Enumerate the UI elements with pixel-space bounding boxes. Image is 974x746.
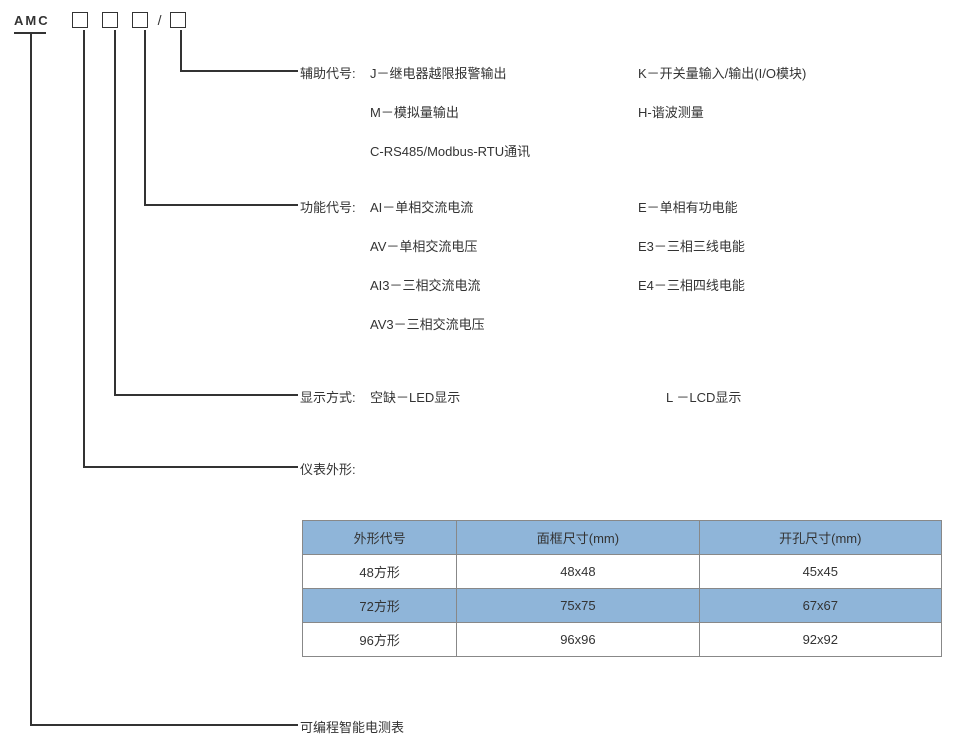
display-opt2: L －LCD显示 <box>666 387 741 406</box>
table-cell: 48x48 <box>457 555 699 589</box>
product-label: 可编程智能电测表 <box>300 717 404 736</box>
func-opt: AI－单相交流电流 <box>370 197 485 216</box>
line-aux-h <box>180 70 298 72</box>
aux-label: 辅助代号: <box>300 63 356 82</box>
aux-opt: M－模拟量输出 <box>370 102 530 121</box>
table-cell: 96方形 <box>303 623 457 657</box>
func-opt: AV－单相交流电压 <box>370 236 485 255</box>
size-table: 外形代号 面框尺寸(mm) 开孔尺寸(mm) 48方形 48x48 45x45 … <box>302 520 942 657</box>
display-opt1: 空缺－LED显示 <box>370 387 460 406</box>
line-product-h <box>30 724 298 726</box>
table-header-row: 外形代号 面框尺寸(mm) 开孔尺寸(mm) <box>303 521 942 555</box>
func-label: 功能代号: <box>300 197 356 216</box>
func-opt: E－单相有功电能 <box>638 197 745 216</box>
line-display-h <box>114 394 298 396</box>
line-shape-h <box>83 466 298 468</box>
func-opt: AI3－三相交流电流 <box>370 275 485 294</box>
table-header: 开孔尺寸(mm) <box>699 521 941 555</box>
aux-opt: K－开关量输入/输出(I/O模块) <box>638 63 806 82</box>
func-col1: AI－单相交流电流 AV－单相交流电压 AI3－三相交流电流 AV3－三相交流电… <box>370 197 485 353</box>
aux-opt: C-RS485/Modbus-RTU通讯 <box>370 141 530 160</box>
line-aux-v <box>180 30 182 70</box>
code-box-2 <box>102 12 118 28</box>
table-cell: 67x67 <box>699 589 941 623</box>
shape-label: 仪表外形: <box>300 459 356 478</box>
line-func-v <box>144 30 146 204</box>
table-row: 96方形 96x96 92x92 <box>303 623 942 657</box>
table-cell: 48方形 <box>303 555 457 589</box>
func-col2: E－单相有功电能 E3－三相三线电能 E4－三相四线电能 <box>638 197 745 314</box>
line-shape-v <box>83 30 85 466</box>
line-display-v <box>114 30 116 394</box>
table-cell: 75x75 <box>457 589 699 623</box>
func-opt: E3－三相三线电能 <box>638 236 745 255</box>
aux-opt: H-谐波测量 <box>638 102 806 121</box>
func-opt: E4－三相四线电能 <box>638 275 745 294</box>
code-box-3 <box>132 12 148 28</box>
code-box-4 <box>170 12 186 28</box>
aux-col2: K－开关量输入/输出(I/O模块) H-谐波测量 <box>638 63 806 141</box>
code-box-1 <box>72 12 88 28</box>
table-row: 48方形 48x48 45x45 <box>303 555 942 589</box>
code-prefix: AMC <box>14 13 58 28</box>
table-row: 72方形 75x75 67x67 <box>303 589 942 623</box>
code-separator: / <box>158 12 162 28</box>
table-cell: 96x96 <box>457 623 699 657</box>
table-cell: 72方形 <box>303 589 457 623</box>
table-header: 外形代号 <box>303 521 457 555</box>
table-cell: 45x45 <box>699 555 941 589</box>
aux-opt: J－继电器越限报警输出 <box>370 63 530 82</box>
model-code-row: AMC / <box>14 12 186 28</box>
func-opt: AV3－三相交流电压 <box>370 314 485 333</box>
display-label: 显示方式: <box>300 387 356 406</box>
table-header: 面框尺寸(mm) <box>457 521 699 555</box>
aux-col1: J－继电器越限报警输出 M－模拟量输出 C-RS485/Modbus-RTU通讯 <box>370 63 530 180</box>
table-cell: 92x92 <box>699 623 941 657</box>
line-func-h <box>144 204 298 206</box>
line-product-v <box>30 33 32 724</box>
